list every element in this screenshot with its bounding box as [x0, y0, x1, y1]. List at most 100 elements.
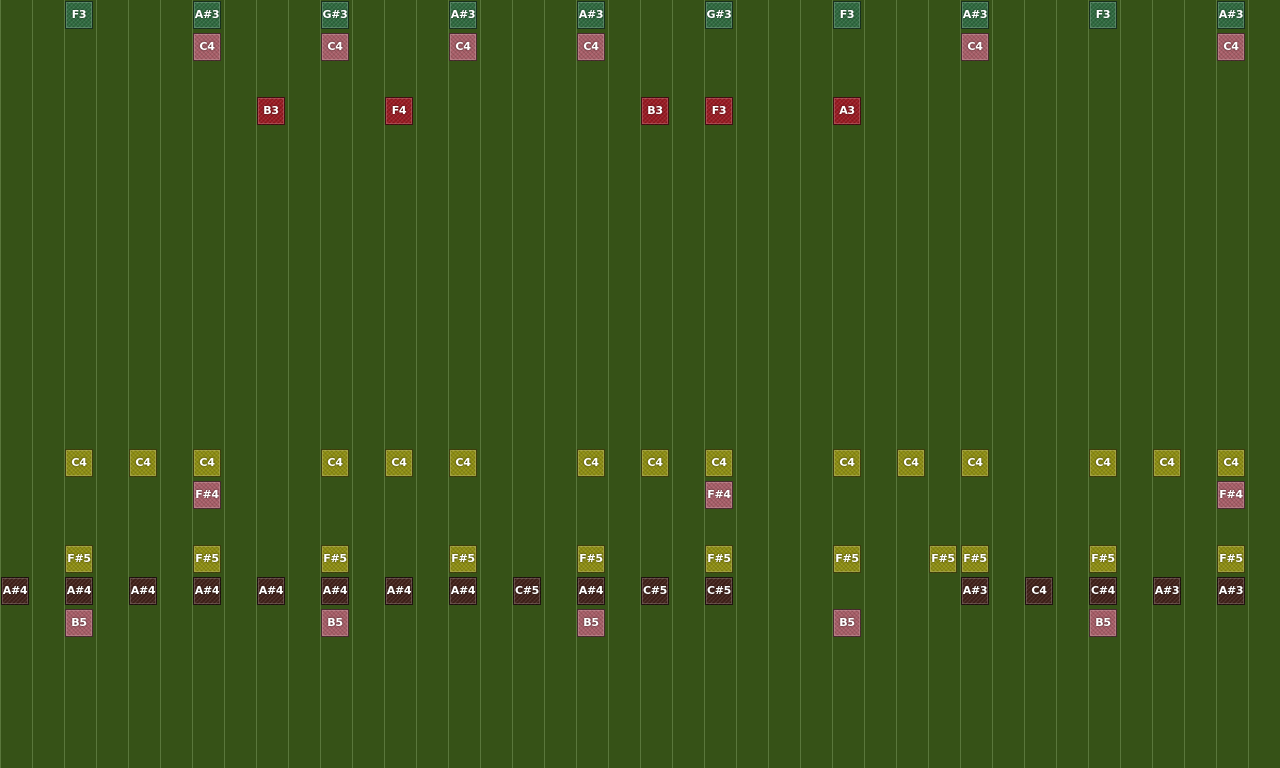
note-tile[interactable]: C4: [961, 449, 989, 477]
note-tile[interactable]: A#4: [1, 577, 29, 605]
note-tile[interactable]: F4: [385, 97, 413, 125]
note-label: C4: [455, 456, 471, 469]
note-label: A#3: [962, 584, 988, 597]
note-tile[interactable]: C4: [385, 449, 413, 477]
note-tile[interactable]: F3: [833, 1, 861, 29]
note-tile[interactable]: F#5: [65, 545, 93, 573]
note-tile[interactable]: B5: [833, 609, 861, 637]
note-tile[interactable]: A#3: [449, 1, 477, 29]
note-label: F3: [711, 104, 727, 117]
note-label: C4: [327, 456, 343, 469]
note-tile[interactable]: C#5: [513, 577, 541, 605]
note-tile[interactable]: C#4: [1089, 577, 1117, 605]
note-label: A#3: [194, 8, 220, 21]
note-tile[interactable]: G#3: [705, 1, 733, 29]
note-tile[interactable]: F#5: [193, 545, 221, 573]
note-label: G#3: [706, 8, 732, 21]
note-label: C4: [967, 456, 983, 469]
note-tile[interactable]: C4: [129, 449, 157, 477]
note-label: A#4: [450, 584, 476, 597]
note-tile[interactable]: A#3: [1153, 577, 1181, 605]
note-tile[interactable]: C4: [193, 33, 221, 61]
note-tile[interactable]: C4: [321, 33, 349, 61]
note-label: C4: [647, 456, 663, 469]
note-label: A#4: [258, 584, 284, 597]
note-tile[interactable]: C4: [833, 449, 861, 477]
note-label: F#5: [707, 552, 731, 565]
note-tile[interactable]: C4: [897, 449, 925, 477]
note-tile[interactable]: C4: [1025, 577, 1053, 605]
note-tile[interactable]: F3: [705, 97, 733, 125]
note-tile[interactable]: C4: [961, 33, 989, 61]
note-tile[interactable]: C4: [193, 449, 221, 477]
note-tile[interactable]: C4: [641, 449, 669, 477]
note-label: A#4: [386, 584, 412, 597]
note-tile[interactable]: F#4: [193, 481, 221, 509]
note-tile[interactable]: A#4: [65, 577, 93, 605]
note-label: F4: [391, 104, 407, 117]
note-tile[interactable]: C4: [1153, 449, 1181, 477]
note-tile[interactable]: F#4: [705, 481, 733, 509]
note-tile[interactable]: C#5: [705, 577, 733, 605]
note-label: C#4: [1090, 584, 1116, 597]
note-tile[interactable]: A#3: [961, 577, 989, 605]
note-tile[interactable]: F#5: [833, 545, 861, 573]
note-tile[interactable]: A#4: [385, 577, 413, 605]
note-tile[interactable]: C4: [1089, 449, 1117, 477]
note-tile[interactable]: F#5: [705, 545, 733, 573]
note-tile[interactable]: A#4: [577, 577, 605, 605]
note-tile[interactable]: C4: [577, 449, 605, 477]
note-tile[interactable]: B5: [577, 609, 605, 637]
note-tile[interactable]: F#5: [1089, 545, 1117, 573]
note-tile[interactable]: C4: [1217, 449, 1245, 477]
note-tile[interactable]: A#3: [193, 1, 221, 29]
note-tile[interactable]: B3: [257, 97, 285, 125]
note-tile[interactable]: C4: [705, 449, 733, 477]
note-label: F#5: [963, 552, 987, 565]
note-tile[interactable]: F#5: [929, 545, 957, 573]
note-tile[interactable]: A#3: [961, 1, 989, 29]
note-tile[interactable]: C4: [449, 33, 477, 61]
note-tile[interactable]: C4: [577, 33, 605, 61]
note-label: F#5: [1219, 552, 1243, 565]
note-tile[interactable]: F3: [65, 1, 93, 29]
note-label: C4: [1223, 40, 1239, 53]
note-tile[interactable]: C4: [65, 449, 93, 477]
note-label: C#5: [642, 584, 668, 597]
note-tile[interactable]: A3: [833, 97, 861, 125]
note-tile[interactable]: B5: [321, 609, 349, 637]
note-label: C4: [839, 456, 855, 469]
note-tile[interactable]: A#4: [193, 577, 221, 605]
note-tile[interactable]: A#3: [1217, 1, 1245, 29]
note-label: B3: [263, 104, 279, 117]
note-label: C4: [455, 40, 471, 53]
note-label: C4: [135, 456, 151, 469]
note-tile[interactable]: F#5: [449, 545, 477, 573]
note-tile[interactable]: B3: [641, 97, 669, 125]
note-tile[interactable]: A#3: [577, 1, 605, 29]
note-label: C4: [327, 40, 343, 53]
note-tile[interactable]: F#5: [321, 545, 349, 573]
note-tile[interactable]: A#3: [1217, 577, 1245, 605]
note-tile[interactable]: C4: [449, 449, 477, 477]
note-tile[interactable]: C4: [1217, 33, 1245, 61]
note-tile[interactable]: G#3: [321, 1, 349, 29]
note-tile[interactable]: A#4: [257, 577, 285, 605]
note-label: G#3: [322, 8, 348, 21]
note-tile[interactable]: A#4: [321, 577, 349, 605]
note-tile[interactable]: C4: [321, 449, 349, 477]
note-tile[interactable]: F3: [1089, 1, 1117, 29]
note-tile[interactable]: F#5: [1217, 545, 1245, 573]
note-tile[interactable]: A#4: [129, 577, 157, 605]
note-label: A#3: [1218, 8, 1244, 21]
note-tile[interactable]: B5: [1089, 609, 1117, 637]
note-label: C4: [1223, 456, 1239, 469]
note-label: B5: [327, 616, 343, 629]
note-tile[interactable]: F#5: [961, 545, 989, 573]
note-tile[interactable]: C#5: [641, 577, 669, 605]
note-tile[interactable]: A#4: [449, 577, 477, 605]
note-tile[interactable]: F#4: [1217, 481, 1245, 509]
note-tile[interactable]: F#5: [577, 545, 605, 573]
note-tile[interactable]: B5: [65, 609, 93, 637]
